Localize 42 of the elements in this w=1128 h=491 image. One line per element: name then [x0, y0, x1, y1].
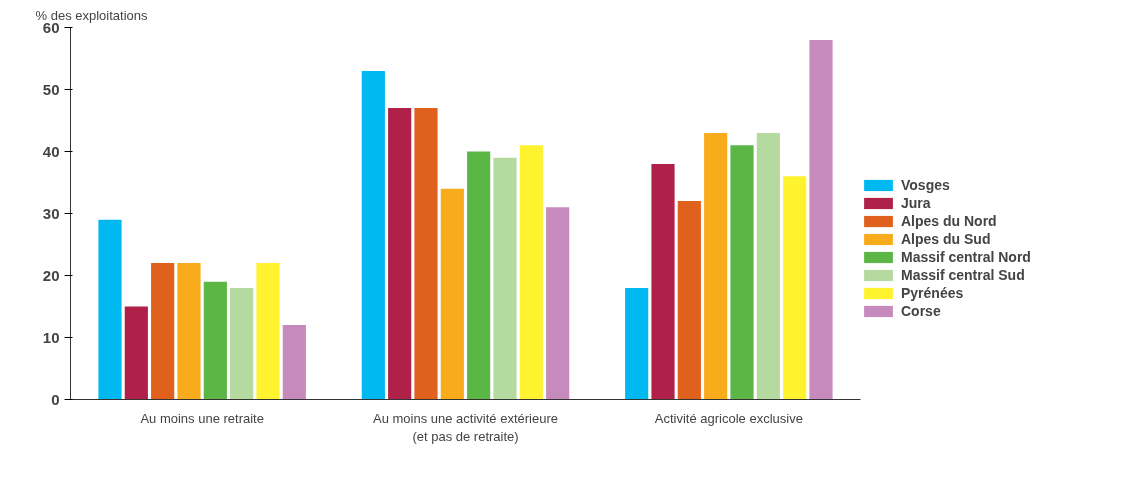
x-tick-label: Activité agricole exclusive: [654, 410, 803, 426]
bar: [98, 219, 122, 400]
legend-label: Corse: [901, 303, 941, 319]
y-axis-title: % des exploitations: [35, 7, 149, 23]
bar: [388, 108, 412, 400]
y-tick-label: 0: [51, 390, 60, 408]
y-tick-label: 20: [42, 266, 60, 284]
bar: [256, 263, 280, 400]
bar: [493, 157, 517, 400]
legend-label: Pyrénées: [901, 285, 964, 301]
bar: [756, 132, 780, 400]
legend-label: Alpes du Sud: [901, 231, 991, 247]
bar: [230, 287, 254, 400]
bar: [704, 132, 728, 400]
bar: [414, 108, 438, 400]
y-tick-label: 50: [42, 80, 60, 98]
bar: [730, 145, 754, 400]
y-tick-label: 40: [42, 142, 60, 160]
legend-label: Massif central Nord: [901, 249, 1031, 265]
bar: [361, 70, 385, 400]
bar: [809, 39, 833, 400]
x-tick-label: Au moins une retraite: [140, 410, 264, 426]
bar: [625, 287, 649, 400]
bar: [783, 176, 807, 400]
bar: [519, 145, 543, 400]
bar: [203, 281, 227, 400]
bar: [467, 151, 491, 400]
bar: [651, 163, 675, 400]
bar: [677, 201, 701, 400]
legend-label: Massif central Sud: [901, 267, 1025, 283]
bar: [151, 263, 175, 400]
y-tick-label: 10: [42, 328, 60, 346]
x-tick-label: Au moins une activité extérieure (et pas de retraite): [373, 410, 558, 444]
legend-label: Alpes du Nord: [901, 213, 997, 229]
bar: [124, 306, 148, 400]
bar: [282, 325, 306, 400]
legend-label: Vosges: [901, 177, 950, 193]
y-tick-label: 30: [42, 204, 60, 222]
legend-label: Jura: [901, 195, 931, 211]
bar: [440, 188, 464, 400]
bar: [546, 207, 570, 400]
bar: [177, 263, 201, 400]
